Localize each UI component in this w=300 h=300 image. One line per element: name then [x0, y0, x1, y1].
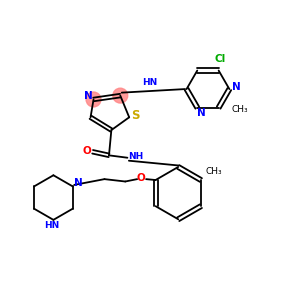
Text: N: N: [197, 108, 206, 118]
Circle shape: [86, 92, 101, 107]
Text: Cl: Cl: [214, 54, 226, 64]
Text: O: O: [136, 173, 145, 183]
Text: HN: HN: [142, 78, 158, 87]
Text: CH₃: CH₃: [205, 167, 222, 176]
Circle shape: [113, 88, 128, 103]
Text: S: S: [131, 109, 140, 122]
Text: N: N: [232, 82, 240, 92]
Text: O: O: [83, 146, 92, 156]
Text: NH: NH: [128, 152, 143, 161]
Text: N: N: [74, 178, 82, 188]
Text: HN: HN: [44, 221, 59, 230]
Text: CH₃: CH₃: [231, 106, 248, 115]
Text: N: N: [84, 91, 93, 101]
